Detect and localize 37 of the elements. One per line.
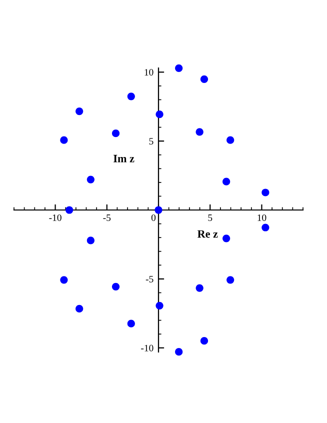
point	[76, 107, 84, 116]
point	[222, 234, 230, 242]
point	[222, 178, 230, 186]
y-tick-label: 10	[144, 69, 154, 76]
x-tick-label: 5	[208, 214, 212, 222]
y-axis-title: Im z	[114, 154, 134, 162]
point	[112, 130, 120, 138]
point	[175, 64, 183, 72]
point	[262, 224, 270, 232]
y-tick-label: -10	[141, 344, 154, 352]
point	[226, 136, 234, 144]
point	[226, 276, 234, 284]
x-axis-title: Re z	[197, 230, 218, 238]
point	[60, 136, 68, 144]
y-tick-label: 5	[149, 138, 154, 145]
point	[86, 176, 94, 184]
y-tick-label: -5	[146, 276, 154, 282]
point	[76, 304, 84, 313]
point	[66, 206, 74, 214]
point	[196, 284, 204, 292]
point	[127, 92, 135, 100]
point	[156, 302, 164, 310]
point	[127, 320, 135, 328]
x-tick-label: -5	[103, 214, 111, 222]
point	[175, 348, 183, 356]
point	[200, 337, 208, 345]
point	[86, 236, 94, 244]
point	[156, 110, 164, 118]
point	[200, 75, 208, 83]
point	[112, 282, 120, 290]
point	[60, 276, 68, 284]
point	[262, 188, 270, 196]
x-tick-label: -10	[49, 214, 62, 222]
point	[154, 206, 162, 214]
point	[196, 128, 204, 136]
x-tick-label: 0	[151, 214, 156, 222]
x-tick-label: 10	[258, 214, 266, 222]
